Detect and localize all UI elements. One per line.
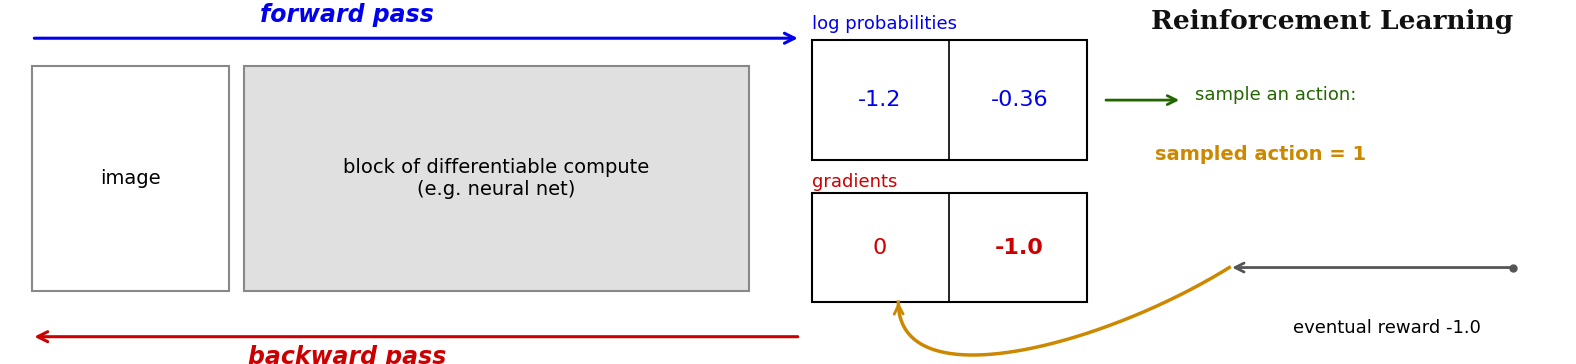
Text: -1.0: -1.0 — [994, 238, 1045, 257]
Text: backward pass: backward pass — [247, 345, 446, 364]
Text: block of differentiable compute
(e.g. neural net): block of differentiable compute (e.g. ne… — [344, 158, 649, 199]
Text: forward pass: forward pass — [260, 3, 433, 27]
FancyBboxPatch shape — [812, 40, 1087, 160]
Text: Reinforcement Learning: Reinforcement Learning — [1150, 9, 1513, 34]
Text: -1.2: -1.2 — [857, 90, 901, 110]
FancyBboxPatch shape — [812, 193, 1087, 302]
Text: image: image — [99, 169, 161, 188]
Text: eventual reward -1.0: eventual reward -1.0 — [1292, 318, 1481, 337]
Text: -0.36: -0.36 — [991, 90, 1048, 110]
Text: gradients: gradients — [812, 173, 897, 191]
Text: sampled action = 1: sampled action = 1 — [1155, 145, 1366, 164]
Text: 0: 0 — [872, 238, 887, 257]
FancyBboxPatch shape — [244, 66, 749, 291]
FancyBboxPatch shape — [32, 66, 229, 291]
Text: sample an action:: sample an action: — [1195, 86, 1355, 104]
Text: log probabilities: log probabilities — [812, 15, 957, 33]
